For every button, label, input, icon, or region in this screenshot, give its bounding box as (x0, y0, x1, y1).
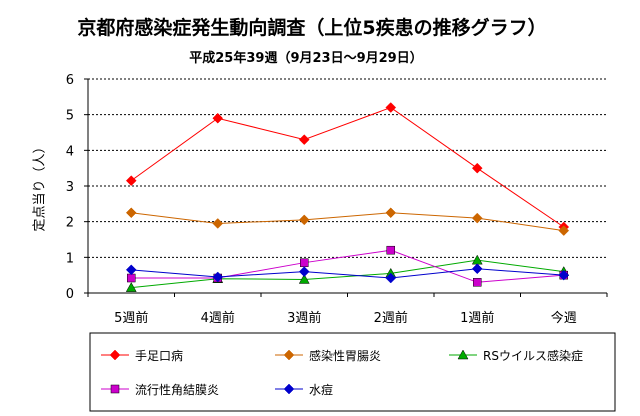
series-line (130, 106, 565, 228)
legend-item: 感染性胃腸炎 (275, 348, 381, 363)
x-tick-label: 2週前 (374, 310, 408, 326)
data-point (127, 273, 136, 283)
data-point (385, 207, 397, 219)
data-point (125, 282, 137, 292)
chart-subtitle: 平成25年39週（9月23日～9月29日） (189, 50, 422, 66)
data-point (212, 112, 224, 124)
series-1 (125, 102, 570, 233)
legend-item: 手足口病 (101, 348, 183, 363)
legend-marker (457, 349, 469, 360)
x-tick-label: 5週前 (114, 310, 148, 326)
legend-item: 流行性角結膜炎 (101, 383, 219, 397)
series-2 (125, 207, 570, 236)
data-point (473, 278, 482, 287)
gridlines (88, 78, 607, 258)
y-tick-label: 4 (66, 144, 74, 159)
x-tick-label: 今週 (551, 310, 577, 326)
data-point (300, 258, 309, 267)
series-line (131, 259, 564, 289)
legend-label: RSウイルス感染症 (483, 348, 583, 363)
data-point (471, 254, 483, 265)
data-point (385, 272, 397, 284)
data-point (125, 207, 137, 219)
axes (84, 78, 608, 297)
legend-marker (283, 349, 295, 361)
y-tick-label: 3 (66, 180, 74, 195)
legend-label: 流行性角結膜炎 (135, 383, 219, 397)
data-point (125, 175, 137, 187)
y-axis-label-char: （ (33, 166, 48, 179)
legend-label: 水痘 (309, 382, 333, 397)
data-point (212, 218, 224, 229)
data-point (385, 102, 397, 113)
x-tick-label: 3週前 (287, 310, 321, 326)
data-point (471, 263, 483, 275)
data-point (298, 214, 310, 226)
data-point (386, 245, 395, 255)
chart-title: 京都府感染症発生動向調査（上位5疾患の推移グラフ） (77, 16, 546, 39)
y-tick-labels: 0 1 2 3 4 5 6 (66, 73, 74, 302)
data-point (471, 162, 483, 174)
data-point (298, 134, 310, 145)
data-point (298, 266, 310, 277)
y-axis-label-char: 点 (33, 205, 48, 218)
y-tick-label: 0 (66, 287, 74, 302)
legend-marker (109, 349, 121, 361)
y-axis-label-char: 当 (33, 192, 48, 205)
y-axis-label-char: 人 (33, 153, 48, 166)
y-tick-label: 5 (66, 109, 74, 124)
x-tick-labels: 5週前 4週前 3週前 2週前 1週前 今週 (114, 310, 577, 326)
data-point (558, 225, 570, 236)
y-tick-label: 2 (66, 216, 74, 231)
legend-label: 手足口病 (135, 348, 183, 363)
series-line (131, 212, 564, 232)
legend-marker (283, 383, 295, 395)
y-axis-label-char: ） (33, 140, 48, 153)
data-point (471, 212, 483, 224)
data-point (558, 269, 570, 281)
legend-item: 水痘 (275, 382, 333, 397)
series (125, 102, 570, 292)
x-tick-label: 4週前 (201, 310, 235, 326)
y-tick-label: 1 (66, 251, 74, 266)
legend-item: RSウイルス感染症 (449, 348, 583, 363)
series-5 (125, 263, 570, 284)
y-tick-label: 6 (66, 73, 74, 88)
x-tick-label: 1週前 (460, 310, 494, 326)
data-point (212, 271, 224, 283)
legend-box (89, 332, 616, 412)
y-axis-label-char: り (33, 179, 48, 192)
data-point (125, 264, 137, 276)
data-point (298, 273, 310, 284)
series-line (131, 268, 564, 279)
legend-label: 感染性胃腸炎 (309, 348, 381, 363)
legend-marker (110, 384, 120, 394)
series-4 (127, 245, 568, 287)
series-line (131, 249, 564, 283)
series-3 (125, 254, 570, 292)
y-axis-label-char: 定 (33, 218, 48, 231)
